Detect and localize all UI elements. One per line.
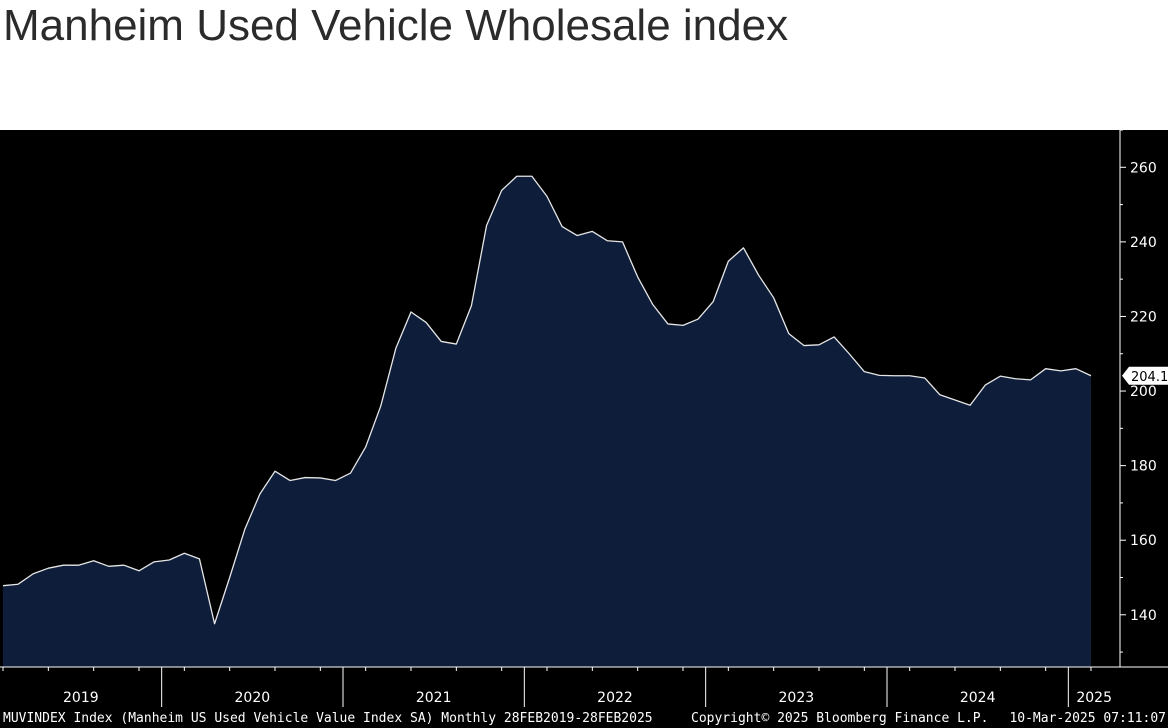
- footer-copyright: Copyright© 2025 Bloomberg Finance L.P.: [691, 711, 988, 726]
- year-label: 2022: [597, 690, 633, 706]
- y-tick-label: 240: [1130, 235, 1157, 251]
- last-value-label: 204.1: [1131, 370, 1168, 385]
- year-label: 2019: [63, 690, 99, 706]
- year-label: 2023: [779, 690, 815, 706]
- footer-source: MUVINDEX Index (Manheim US Used Vehicle …: [3, 711, 653, 726]
- page-title: Manheim Used Vehicle Wholesale index: [3, 1, 789, 50]
- y-tick-label: 220: [1130, 309, 1157, 325]
- chart-panel: 140 160 180 200 220 240 260 2019 2020 2021 2022 20…: [0, 130, 1168, 728]
- y-tick-label: 260: [1130, 160, 1157, 176]
- series-area: [3, 176, 1091, 668]
- series-line: [2, 175, 1092, 625]
- y-tick-label: 200: [1130, 384, 1157, 400]
- year-label: 2025: [1076, 690, 1112, 706]
- year-label: 2020: [235, 690, 271, 706]
- y-tick-label: 160: [1130, 533, 1157, 549]
- chart-svg: 140 160 180 200 220 240 260 2019 2020 2021 2022 20…: [0, 130, 1168, 726]
- last-value-marker: [1122, 366, 1168, 385]
- year-label: 2024: [960, 690, 996, 706]
- footer-timestamp: 10-Mar-2025 07:11:07: [1009, 711, 1166, 726]
- y-tick-label: 140: [1130, 608, 1157, 624]
- year-label: 2021: [416, 690, 452, 706]
- y-tick-label: 180: [1130, 459, 1157, 475]
